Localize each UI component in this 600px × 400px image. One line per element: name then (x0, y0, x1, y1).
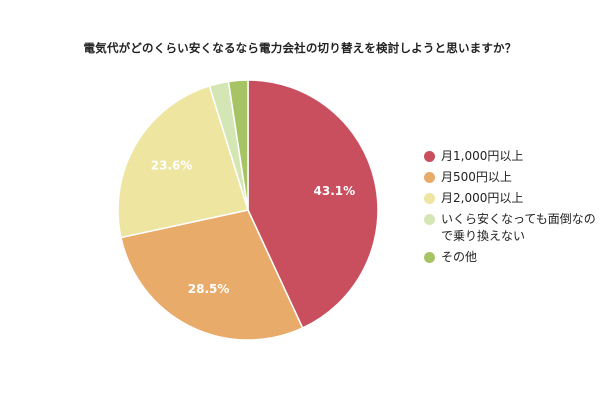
legend-swatch-icon (424, 193, 435, 204)
pie-slice[interactable] (117, 84, 249, 239)
legend-item[interactable]: 月500円以上 (424, 169, 600, 186)
legend-label: 月1,000円以上 (441, 149, 524, 163)
legend-swatch-icon (424, 172, 435, 183)
legend-item[interactable]: いくら安くなっても面倒なので乗り換えない (424, 211, 600, 245)
pie-data-label: 43.1% (314, 184, 356, 198)
legend-item[interactable]: 月1,000円以上 (424, 148, 600, 165)
chart-title: 電気代がどのくらい安くなるなら電力会社の切り替えを検討しようと思いますか？ (83, 41, 517, 55)
pie-slice[interactable] (247, 79, 379, 329)
legend-label: 月2,000円以上 (441, 191, 524, 205)
legend-item[interactable]: 月2,000円以上 (424, 190, 600, 207)
legend-swatch-icon (424, 151, 435, 162)
chart-legend: 月1,000円以上 月500円以上 月2,000円以上 いくら安くなっても面倒な… (424, 148, 600, 270)
pie-slice[interactable] (227, 79, 249, 211)
pie-data-labels: 43.1% 28.5% 23.6% (151, 158, 355, 296)
legend-swatch-icon (424, 214, 435, 225)
pie-slices (117, 79, 379, 341)
legend-label: いくら安くなっても面倒なので乗り換えない (441, 212, 596, 243)
legend-item[interactable]: その他 (424, 249, 600, 266)
legend-swatch-icon (424, 252, 435, 263)
legend-label: 月500円以上 (441, 170, 512, 184)
pie-data-label: 28.5% (188, 282, 230, 296)
pie-slice[interactable] (120, 209, 304, 341)
pie-data-label: 23.6% (151, 158, 193, 172)
legend-label: その他 (441, 250, 478, 264)
